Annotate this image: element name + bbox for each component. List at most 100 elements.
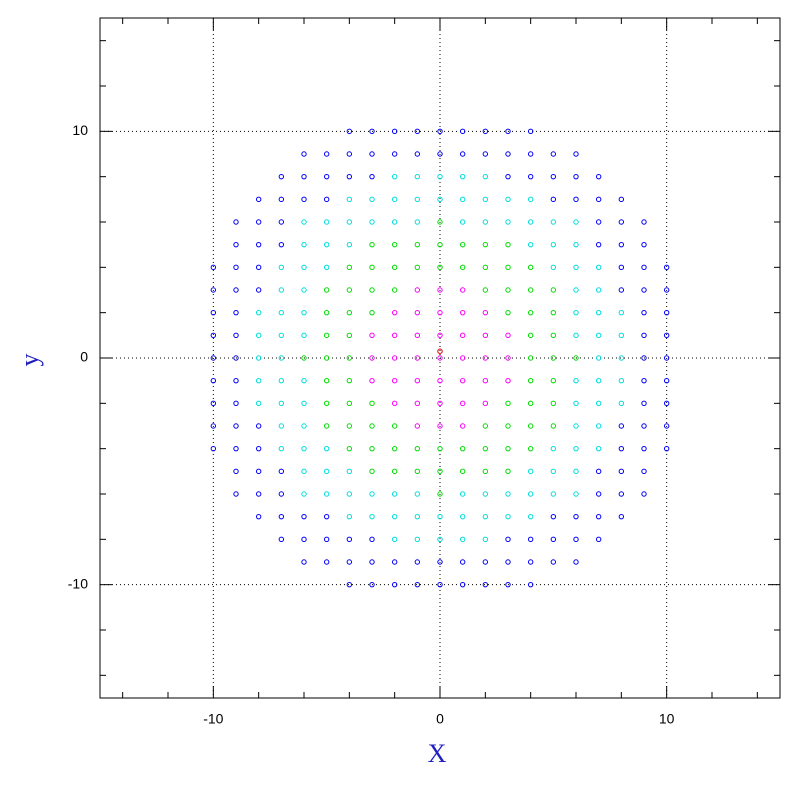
point bbox=[210, 264, 217, 271]
point bbox=[369, 536, 375, 543]
point bbox=[323, 196, 330, 203]
point bbox=[505, 400, 511, 407]
point bbox=[391, 513, 398, 520]
point bbox=[369, 196, 375, 203]
point bbox=[573, 423, 579, 429]
point bbox=[595, 423, 602, 429]
point bbox=[346, 536, 353, 543]
point bbox=[301, 309, 307, 316]
point bbox=[482, 445, 489, 452]
point bbox=[414, 151, 421, 157]
point bbox=[437, 348, 443, 354]
point bbox=[641, 445, 647, 452]
point bbox=[278, 355, 285, 361]
point bbox=[573, 264, 579, 271]
point bbox=[391, 151, 398, 157]
point bbox=[663, 355, 670, 361]
point bbox=[459, 400, 466, 407]
point bbox=[323, 219, 330, 225]
point bbox=[573, 445, 579, 452]
point bbox=[301, 355, 307, 361]
point bbox=[323, 468, 330, 475]
point bbox=[663, 423, 670, 429]
point bbox=[346, 513, 353, 520]
point bbox=[505, 581, 511, 588]
point bbox=[391, 491, 398, 497]
point bbox=[369, 400, 375, 407]
point bbox=[505, 287, 511, 293]
point bbox=[414, 355, 421, 361]
point bbox=[437, 309, 443, 316]
point bbox=[437, 241, 443, 248]
point bbox=[255, 468, 262, 475]
point bbox=[414, 513, 421, 520]
point bbox=[369, 468, 375, 475]
x-tick-label: -10 bbox=[203, 711, 223, 727]
point bbox=[573, 468, 579, 475]
point bbox=[414, 536, 421, 543]
point bbox=[641, 332, 647, 339]
point bbox=[505, 377, 511, 384]
point bbox=[414, 196, 421, 203]
point bbox=[459, 536, 466, 543]
point bbox=[255, 423, 262, 429]
point bbox=[618, 219, 625, 225]
point bbox=[414, 400, 421, 407]
point bbox=[391, 377, 398, 384]
point bbox=[550, 241, 557, 248]
point bbox=[595, 400, 602, 407]
point bbox=[618, 196, 625, 203]
point bbox=[437, 355, 443, 361]
point bbox=[437, 445, 443, 452]
point bbox=[550, 468, 557, 475]
point bbox=[459, 377, 466, 384]
point bbox=[301, 264, 307, 271]
point bbox=[369, 309, 375, 316]
point bbox=[391, 309, 398, 316]
point bbox=[391, 400, 398, 407]
point bbox=[573, 173, 579, 180]
point bbox=[255, 355, 262, 361]
point bbox=[573, 241, 579, 248]
point bbox=[505, 128, 511, 135]
point bbox=[595, 332, 602, 339]
point bbox=[527, 264, 534, 271]
point bbox=[278, 468, 285, 475]
point bbox=[278, 309, 285, 316]
point bbox=[255, 241, 262, 248]
point bbox=[641, 400, 647, 407]
point bbox=[323, 264, 330, 271]
point bbox=[437, 196, 443, 203]
point bbox=[482, 151, 489, 157]
point bbox=[618, 264, 625, 271]
point bbox=[346, 445, 353, 452]
point bbox=[391, 536, 398, 543]
point bbox=[663, 445, 670, 452]
point bbox=[414, 287, 421, 293]
point bbox=[482, 423, 489, 429]
point bbox=[414, 332, 421, 339]
point bbox=[641, 241, 647, 248]
point bbox=[346, 332, 353, 339]
point bbox=[346, 219, 353, 225]
point bbox=[414, 445, 421, 452]
point bbox=[527, 400, 534, 407]
point bbox=[346, 400, 353, 407]
point bbox=[437, 128, 443, 135]
point bbox=[323, 241, 330, 248]
point bbox=[550, 287, 557, 293]
point bbox=[459, 264, 466, 271]
point bbox=[301, 287, 307, 293]
point bbox=[346, 196, 353, 203]
point bbox=[595, 264, 602, 271]
point bbox=[618, 491, 625, 497]
point bbox=[505, 513, 511, 520]
point bbox=[573, 309, 579, 316]
point bbox=[278, 445, 285, 452]
point bbox=[573, 400, 579, 407]
point bbox=[527, 309, 534, 316]
point bbox=[595, 536, 602, 543]
point bbox=[278, 196, 285, 203]
point bbox=[527, 513, 534, 520]
point bbox=[595, 173, 602, 180]
